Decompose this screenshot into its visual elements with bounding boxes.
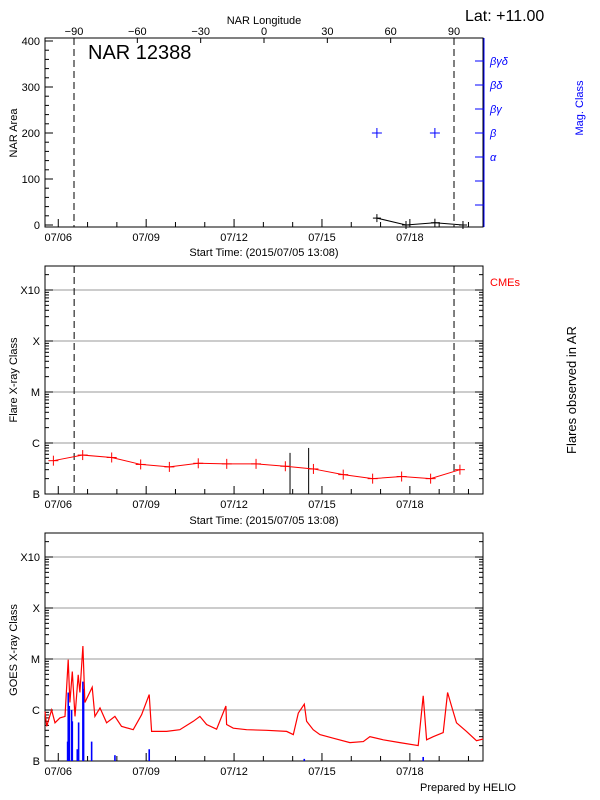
panel2-ylabel: Flare X-ray Class: [8, 337, 20, 422]
panel3-y-tick-label: B: [33, 756, 40, 768]
goes-short-bar: [77, 722, 80, 761]
panel1-y-tick-label: 400: [22, 36, 40, 48]
panel3-y-tick-label: C: [32, 705, 40, 717]
panel1-top-tick-label: 0: [261, 26, 267, 38]
panel2-x-tick-label: 07/18: [396, 499, 424, 511]
panel3-x-tick-label: 07/06: [45, 766, 73, 778]
panel2-xlabel: Start Time: (2015/07/05 13:08): [189, 515, 338, 527]
goes-short-bar: [71, 721, 74, 761]
panel2-x-tick-label: 07/09: [132, 499, 160, 511]
panel3-plot-frame: [44, 532, 484, 762]
cme-label: CMEs: [490, 277, 520, 289]
panel3-y-tick-label: M: [31, 654, 40, 666]
panel2-y2label: Flares observed in AR: [564, 326, 579, 454]
goes-long-line: [44, 645, 484, 747]
panel1-y-tick-label: 100: [22, 174, 40, 186]
goes-short-bar: [148, 749, 151, 761]
panel1-top-tick-label: −30: [191, 26, 210, 38]
panel2-x-tick-label: 07/06: [45, 499, 73, 511]
panel1-plot-frame: [44, 37, 484, 228]
panel3-x-tick-label: 07/15: [308, 766, 336, 778]
panel1-x-tick-label: 07/12: [220, 232, 248, 244]
goes-short-bar: [90, 741, 93, 761]
prepared-by-label: Prepared by HELIO: [420, 782, 516, 794]
panel1-x-tick-label: 07/15: [308, 232, 336, 244]
goes-short-bar: [82, 688, 85, 761]
panel1-top-tick-label: −90: [65, 26, 84, 38]
panel1-top-tick-label: 30: [321, 26, 333, 38]
panel1-y-tick-label: 300: [22, 82, 40, 94]
panel1-top-tick-label: 90: [448, 26, 460, 38]
chart-marks: 07/06 07/09 07/12 07/15 07/180100200300400−9…: [20, 26, 508, 778]
mag-class-tick-label: βδ: [489, 80, 503, 92]
panel3-y-tick-label: X10: [20, 552, 40, 564]
panel1-top-axis-label: NAR Longitude: [227, 15, 302, 27]
panel1-y-tick-label: 200: [22, 128, 40, 140]
panel1-title: NAR 12388: [88, 42, 191, 64]
panel2-x-tick-label: 07/12: [220, 499, 248, 511]
panel1-xlabel: Start Time: (2015/07/05 13:08): [189, 247, 338, 259]
goes-short-bar: [76, 749, 79, 761]
goes-short-bar: [303, 758, 306, 761]
panel1-y-tick-label: 0: [34, 220, 40, 232]
goes-short-bar: [422, 756, 424, 761]
panel2-y-tick-label: X10: [20, 285, 40, 297]
mag-class-tick-label: β: [489, 128, 497, 140]
panel3-x-tick-label: 07/09: [132, 766, 160, 778]
panel2-x-tick-label: 07/15: [308, 499, 336, 511]
area-series-line: [376, 217, 464, 226]
panel1-x-tick-label: 07/09: [132, 232, 160, 244]
panel2-y-tick-label: C: [32, 438, 40, 450]
panel2-y-tick-label: X: [33, 336, 41, 348]
flare-series-line: [53, 454, 461, 480]
goes-short-bar: [114, 755, 116, 761]
goes-short-bar: [68, 705, 71, 761]
panel1-top-tick-label: −60: [128, 26, 147, 38]
panel1-x-tick-label: 07/06: [45, 232, 73, 244]
mag-class-tick-label: βγ: [489, 104, 503, 116]
panel1-x-tick-label: 07/18: [396, 232, 424, 244]
panel2-y-tick-label: B: [33, 489, 40, 501]
latitude-label: Lat: +11.00: [465, 8, 544, 25]
panel3-x-tick-label: 07/12: [220, 766, 248, 778]
panel1-ylabel: NAR Area: [8, 108, 20, 158]
panel3-x-tick-label: 07/18: [396, 766, 424, 778]
mag-class-tick-label: βγδ: [489, 56, 509, 68]
panel2-plot-frame: [44, 265, 484, 495]
mag-class-tick-label: α: [490, 152, 497, 164]
panel3-y-tick-label: X: [33, 603, 41, 615]
goes-short-bar: [67, 692, 70, 761]
panel1-y2label: Mag. Class: [574, 80, 586, 136]
panel1-top-tick-label: 60: [385, 26, 397, 38]
panel2-y-tick-label: M: [31, 387, 40, 399]
panel3-ylabel: GOES X-ray Class: [8, 604, 20, 696]
